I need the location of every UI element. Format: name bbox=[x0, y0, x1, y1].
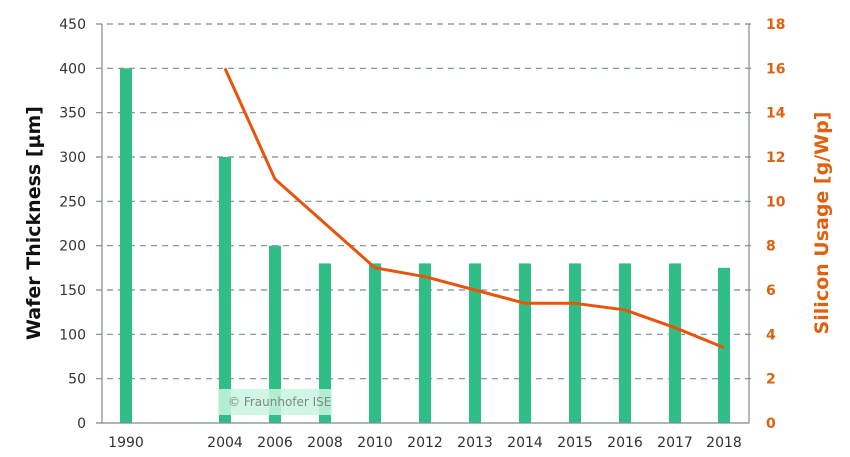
x-tick-label: 2015 bbox=[557, 435, 593, 451]
x-tick-label: 2010 bbox=[357, 435, 393, 451]
x-tick-label: 2008 bbox=[307, 435, 343, 451]
y-tick-label-right: 2 bbox=[766, 372, 776, 388]
y-tick-label-left: 0 bbox=[77, 416, 86, 432]
bar bbox=[369, 263, 381, 423]
y-axis-label-right: Silicon Usage [g/Wp] bbox=[811, 112, 833, 335]
x-tick-label: 2018 bbox=[706, 435, 742, 451]
bar bbox=[519, 263, 531, 423]
x-ticks: 1990 2004 2006 2008 2010 2012 2013 2014 2015 2016… bbox=[108, 435, 742, 451]
y-tick-label-right: 8 bbox=[766, 239, 776, 255]
bar bbox=[269, 245, 281, 423]
y-tick-label-left: 300 bbox=[59, 150, 86, 166]
bar bbox=[669, 263, 681, 423]
line-series bbox=[223, 67, 725, 350]
y-tick-label-left: 100 bbox=[59, 327, 86, 343]
x-tick-label: 1990 bbox=[108, 435, 144, 451]
y-tick-label-right: 6 bbox=[766, 283, 776, 299]
x-tick-label: 2012 bbox=[407, 435, 443, 451]
y-tick-label-right: 18 bbox=[766, 17, 785, 33]
x-tick-label: 2013 bbox=[457, 435, 493, 451]
bar bbox=[419, 263, 431, 423]
y-ticks-left: 0 50 100 150 200 250 300 350 400 450 bbox=[59, 17, 86, 432]
watermark-background bbox=[218, 389, 332, 415]
y-tick-label-left: 150 bbox=[59, 283, 86, 299]
y-tick-label-left: 400 bbox=[59, 61, 86, 77]
y-tick-label-right: 12 bbox=[766, 150, 785, 166]
y-tick-label-right: 16 bbox=[766, 61, 785, 77]
y-tick-label-right: 10 bbox=[766, 194, 786, 210]
x-tick-label: 2004 bbox=[207, 435, 243, 451]
bar bbox=[718, 267, 730, 423]
x-tick-label: 2016 bbox=[607, 435, 643, 451]
x-tick-label: 2014 bbox=[507, 435, 543, 451]
y-ticks-right: 0 2 4 6 8 10 12 14 16 18 bbox=[766, 17, 786, 432]
bar bbox=[469, 263, 481, 423]
y-tick-label-right: 14 bbox=[766, 106, 786, 122]
x-tick-label: 2017 bbox=[657, 435, 693, 451]
watermark: © Fraunhofer ISE bbox=[228, 395, 331, 409]
bar bbox=[120, 68, 132, 423]
bar bbox=[219, 157, 231, 423]
bar bbox=[319, 263, 331, 423]
bar bbox=[619, 263, 631, 423]
y-tick-label-left: 450 bbox=[59, 17, 86, 33]
y-tick-label-right: 4 bbox=[766, 327, 776, 343]
y-axis-label-left: Wafer Thickness [µm] bbox=[23, 106, 45, 340]
y-tick-label-left: 250 bbox=[59, 194, 86, 210]
x-tick-label: 2006 bbox=[257, 435, 293, 451]
y-tick-label-right: 0 bbox=[766, 416, 776, 432]
y-tick-label-left: 50 bbox=[68, 372, 86, 388]
y-tick-label-left: 350 bbox=[59, 106, 86, 122]
y-tick-label-left: 200 bbox=[59, 239, 86, 255]
bar bbox=[569, 263, 581, 423]
